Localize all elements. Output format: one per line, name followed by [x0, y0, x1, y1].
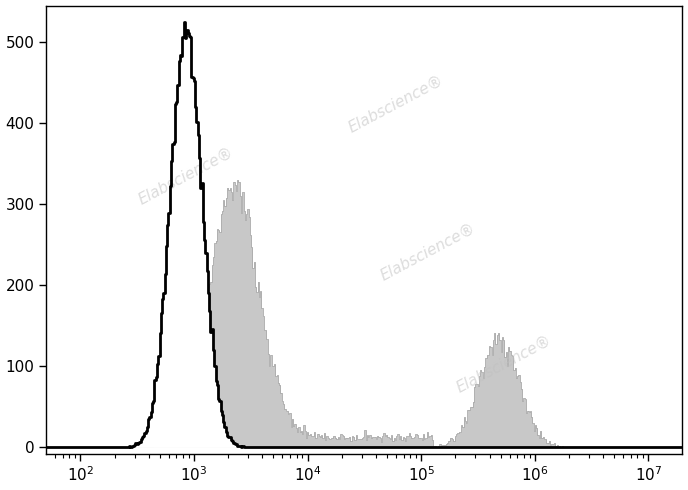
Text: Elabscience®: Elabscience® [454, 333, 555, 395]
Text: Elabscience®: Elabscience® [346, 73, 447, 136]
Text: Elabscience®: Elabscience® [378, 221, 478, 284]
Text: Elabscience®: Elabscience® [136, 145, 237, 207]
